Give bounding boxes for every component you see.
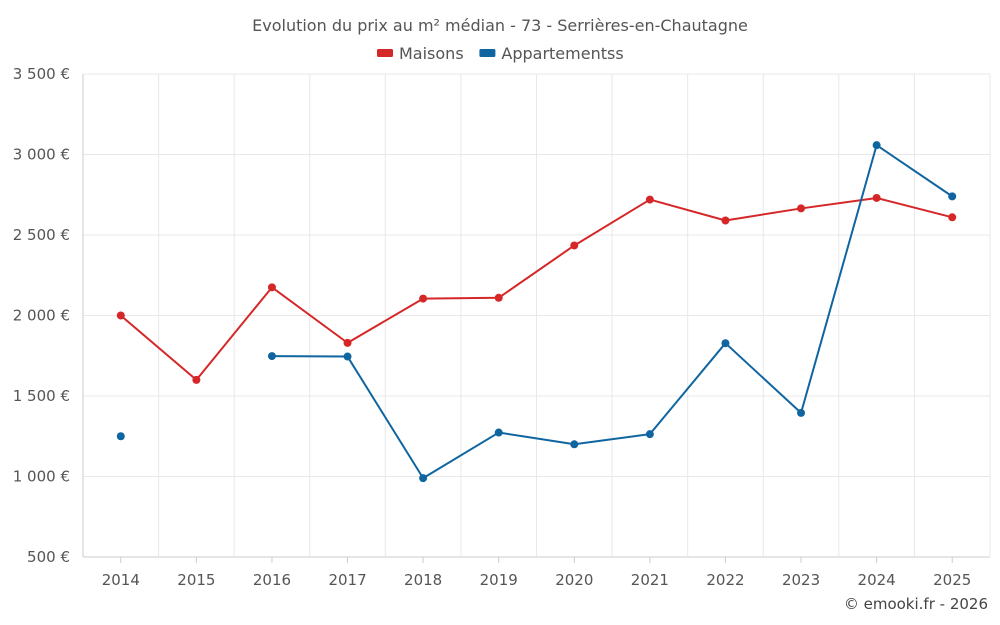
data-point[interactable] [343, 338, 352, 347]
data-point[interactable] [570, 440, 579, 449]
y-tick-label: 3 000 € [13, 146, 70, 164]
data-point[interactable] [645, 430, 654, 439]
legend-item-appartementss[interactable]: Appartementss [479, 44, 624, 63]
x-tick-label: 2017 [328, 571, 366, 589]
data-point[interactable] [872, 141, 881, 150]
data-point[interactable] [419, 294, 428, 303]
y-tick-label: 2 000 € [13, 307, 70, 325]
x-tick-label: 2018 [404, 571, 442, 589]
data-point[interactable] [721, 339, 730, 348]
x-tick-label: 2015 [177, 571, 215, 589]
x-tick-label: 2021 [631, 571, 669, 589]
series-maisons [116, 193, 957, 384]
data-point[interactable] [797, 204, 806, 213]
legend[interactable]: Maisons Appartementss [377, 44, 624, 63]
series-appartementss [116, 141, 957, 483]
y-tick-label: 2 500 € [13, 226, 70, 244]
data-point[interactable] [116, 311, 125, 320]
data-point[interactable] [948, 213, 957, 222]
y-axis: 500 € 1 000 € 1 500 € 2 000 € 2 500 € 3 000 €… [13, 65, 70, 566]
legend-item-maisons[interactable]: Maisons [377, 44, 464, 63]
x-tick-label: 2025 [933, 571, 971, 589]
grid [82, 73, 991, 558]
y-tick-label: 1 500 € [13, 387, 70, 405]
data-point[interactable] [645, 195, 654, 204]
credit-text: © emooki.fr - 2026 [844, 595, 988, 613]
data-point[interactable] [948, 192, 957, 201]
data-point[interactable] [419, 474, 428, 483]
x-tick-label: 2019 [480, 571, 518, 589]
data-point[interactable] [267, 352, 276, 361]
legend-label: Appartementss [501, 44, 623, 63]
x-tick-label: 2024 [858, 571, 896, 589]
legend-label: Maisons [399, 44, 464, 63]
y-tick-label: 500 € [27, 548, 70, 566]
data-point[interactable] [797, 408, 806, 417]
data-point[interactable] [494, 428, 503, 437]
series-line [271, 144, 953, 480]
y-tick-label: 1 000 € [13, 468, 70, 486]
chart-title: Evolution du prix au m² médian - 73 - Se… [252, 16, 748, 35]
y-tick-label: 3 500 € [13, 65, 70, 83]
legend-swatch [377, 49, 393, 57]
legend-swatch [479, 49, 496, 57]
data-point[interactable] [192, 375, 201, 384]
data-point[interactable] [116, 432, 125, 441]
x-tick-label: 2016 [253, 571, 291, 589]
x-tick-label: 2014 [102, 571, 140, 589]
data-point[interactable] [721, 216, 730, 225]
data-point[interactable] [494, 293, 503, 302]
data-point[interactable] [343, 352, 352, 361]
x-tick-label: 2022 [706, 571, 744, 589]
x-axis: 2014 2015 2016 2017 2018 2019 2020 2021 2022 2023… [102, 557, 971, 589]
data-point[interactable] [872, 193, 881, 202]
series [116, 141, 957, 483]
x-tick-label: 2020 [555, 571, 593, 589]
data-point[interactable] [267, 283, 276, 292]
data-point[interactable] [570, 241, 579, 250]
series-line [120, 196, 953, 381]
x-tick-label: 2023 [782, 571, 820, 589]
